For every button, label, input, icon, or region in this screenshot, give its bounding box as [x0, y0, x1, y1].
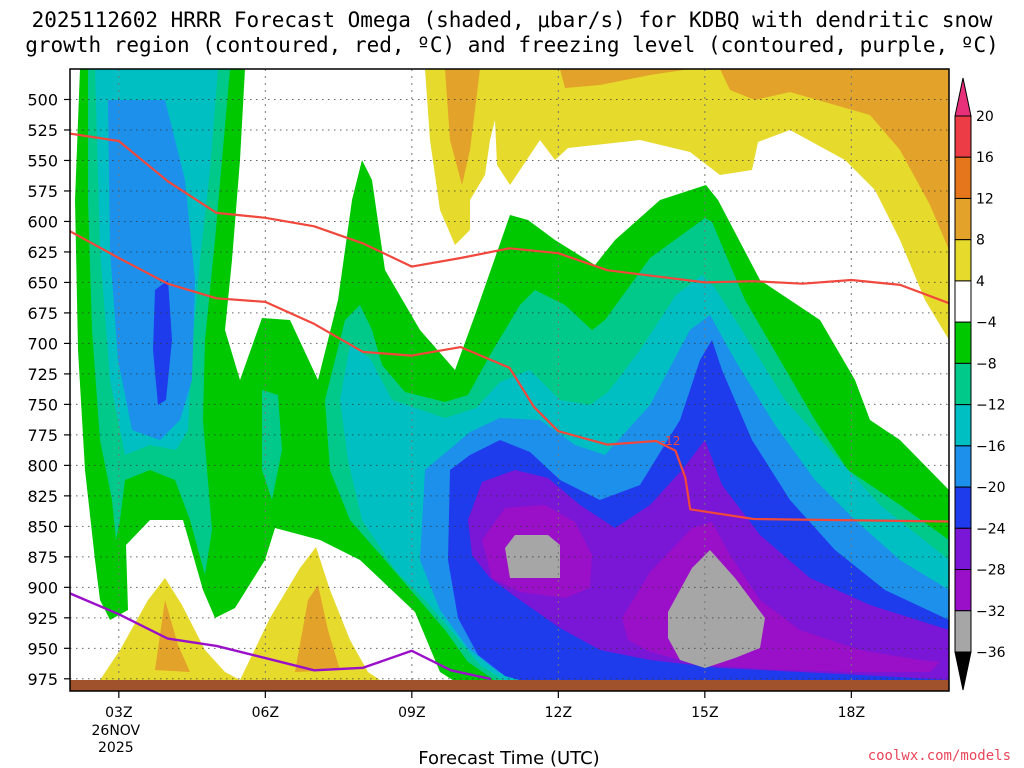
y-axis-pressure: 500 525 550 575 600 625 650 675 700 725 750 775 800 8… — [27, 90, 70, 689]
colorbar-label-9: −20 — [976, 480, 1006, 496]
x-tick-label-03Z: 03Z — [105, 705, 132, 721]
credit-text: coolwx.com/models — [868, 748, 1011, 764]
omega-region-gray-14 — [668, 550, 765, 668]
colorbar-bin-4 — [954, 280, 972, 323]
gridlines — [70, 69, 949, 691]
colorbar-bin-11 — [954, 569, 972, 612]
colorbar-bin-9 — [954, 486, 972, 529]
colorbar-label-8: −16 — [976, 439, 1006, 455]
y-tick-label-825: 825 — [27, 487, 58, 506]
y-tick-label-750: 750 — [27, 395, 58, 414]
freezing-level-contour — [70, 592, 492, 680]
x-tick-label-12Z: 12Z — [545, 705, 572, 721]
x-tick-label-15Z: 15Z — [691, 705, 718, 721]
x-tick-label-06Z: 06Z — [252, 705, 279, 721]
chart-title-line-2: growth region (contoured, red, ºC) and f… — [25, 33, 999, 57]
omega-region-yellow-15 — [425, 69, 949, 340]
y-tick-label-950: 950 — [27, 639, 58, 658]
colorbar-label-0: 20 — [976, 109, 994, 125]
omega-region-teal-2 — [262, 390, 282, 500]
colorbar-label-2: 12 — [976, 191, 994, 207]
y-tick-label-975: 975 — [27, 670, 58, 689]
chart-title-line-1: 2025112602 HRRR Forecast Omega (shaded, … — [32, 8, 993, 32]
y-tick-label-500: 500 — [27, 90, 58, 109]
colorbar: 20 16 12 8 4 −4 −8 −12 −16 −20 −24 −28 −32 −36 — [954, 77, 1006, 691]
y-tick-label-525: 525 — [27, 121, 58, 140]
y-tick-label-725: 725 — [27, 365, 58, 384]
y-tick-label-650: 650 — [27, 273, 58, 292]
colorbar-bin-7 — [954, 404, 972, 447]
x-tick-label-09Z: 09Z — [398, 705, 425, 721]
colorbar-label-6: −8 — [976, 356, 997, 372]
y-tick-label-700: 700 — [27, 334, 58, 353]
colorbar-label-13: −36 — [976, 645, 1006, 661]
colorbar-label-10: −24 — [976, 521, 1006, 537]
colorbar-bin-5 — [954, 321, 972, 364]
y-tick-label-550: 550 — [27, 151, 58, 170]
omega-region-gold-16 — [445, 69, 480, 185]
colorbar-bin-8 — [954, 445, 972, 488]
y-tick-label-575: 575 — [27, 182, 58, 201]
omega-region-gold-18 — [720, 69, 949, 250]
colorbar-bin-6 — [954, 362, 972, 406]
omega-shading — [75, 69, 949, 691]
y-tick-label-850: 850 — [27, 517, 58, 536]
y-tick-label-600: 600 — [27, 212, 58, 231]
y-tick-label-900: 900 — [27, 578, 58, 597]
colorbar-bin-1 — [954, 156, 972, 199]
x-date-label-1: 2025 — [98, 740, 134, 756]
colorbar-label-7: −12 — [976, 398, 1006, 414]
colorbar-label-12: −32 — [976, 604, 1006, 620]
colorbar-label-4: 4 — [976, 274, 985, 290]
colorbar-label-5: −4 — [976, 315, 997, 331]
dendritic-minus18-contour — [70, 132, 949, 305]
plot-area: -12 — [69, 68, 950, 692]
omega-region-gold-22 — [295, 585, 340, 672]
colorbar-label-11: −28 — [976, 563, 1006, 579]
contour-lines: -12 — [70, 132, 949, 680]
x-date-label-0: 26NOV — [92, 723, 141, 739]
y-tick-label-625: 625 — [27, 243, 58, 262]
x-axis-title: Forecast Time (UTC) — [418, 748, 599, 768]
colorbar-label-1: 16 — [976, 150, 994, 166]
x-tick-label-18Z: 18Z — [838, 705, 865, 721]
colorbar-bottom-arrow — [954, 651, 972, 691]
colorbar-bin-0 — [954, 115, 972, 158]
colorbar-bin-3 — [954, 239, 972, 282]
colorbar-top-arrow — [954, 77, 972, 117]
y-tick-label-775: 775 — [27, 426, 58, 445]
y-tick-label-925: 925 — [27, 609, 58, 628]
contour-label-minus12: -12 — [661, 434, 681, 448]
colorbar-bin-2 — [954, 197, 972, 241]
dendritic-minus12-contour — [70, 230, 949, 523]
y-tick-label-800: 800 — [27, 456, 58, 475]
colorbar-label-3: 8 — [976, 233, 985, 249]
ground-terrain — [70, 680, 949, 691]
y-tick-label-875: 875 — [27, 548, 58, 567]
omega-region-gold-17 — [560, 69, 690, 88]
omega-region-gold-20 — [155, 600, 190, 672]
plot-frame — [69, 68, 950, 692]
colorbar-bin-12 — [954, 610, 972, 653]
colorbar-bin-10 — [954, 527, 972, 571]
y-tick-label-675: 675 — [27, 304, 58, 323]
